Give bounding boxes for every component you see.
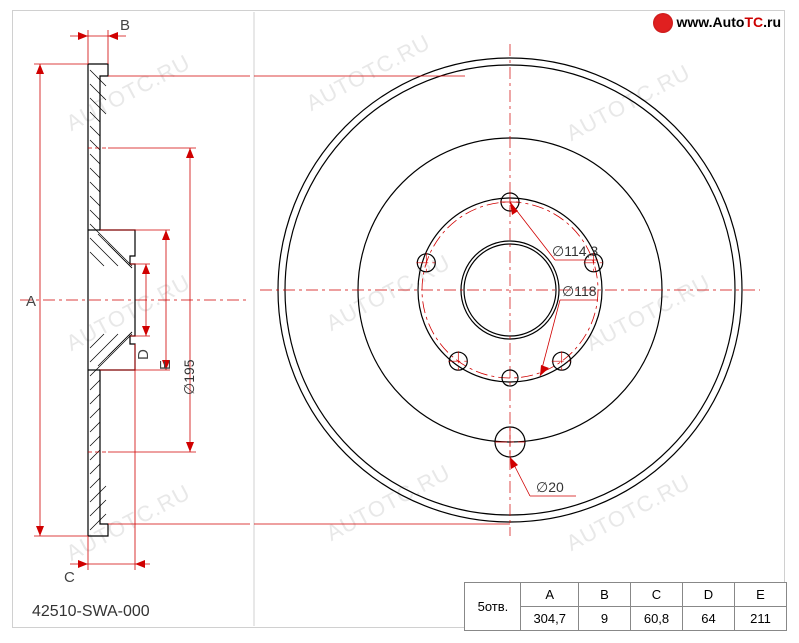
col-header: A	[521, 583, 579, 607]
col-value: 64	[683, 607, 735, 631]
front-view: ∅114,3 ∅118 ∅20	[254, 44, 760, 536]
technical-drawing: A B C D E ∅195	[0, 0, 799, 643]
col-value: 304,7	[521, 607, 579, 631]
col-header: C	[631, 583, 683, 607]
label-E: E	[157, 360, 174, 370]
dim-118: ∅118	[562, 283, 597, 299]
section-view: A B C D E ∅195	[20, 17, 250, 586]
col-value: 60,8	[631, 607, 683, 631]
label-C: C	[64, 569, 75, 586]
label-A: A	[26, 293, 36, 310]
col-header: B	[579, 583, 631, 607]
holes-label: 5отв.	[465, 583, 521, 631]
dim-195: ∅195	[181, 359, 197, 395]
spec-table: 5отв. A B C D E 304,7 9 60,8 64 211	[464, 582, 787, 631]
label-D: D	[135, 349, 152, 360]
dim-114-3: ∅114,3	[552, 243, 598, 259]
part-number: 42510-SWA-000	[32, 603, 150, 621]
col-header: E	[735, 583, 787, 607]
col-value: 211	[735, 607, 787, 631]
label-B: B	[120, 17, 130, 34]
col-header: D	[683, 583, 735, 607]
dim-20: ∅20	[536, 479, 564, 495]
col-value: 9	[579, 607, 631, 631]
